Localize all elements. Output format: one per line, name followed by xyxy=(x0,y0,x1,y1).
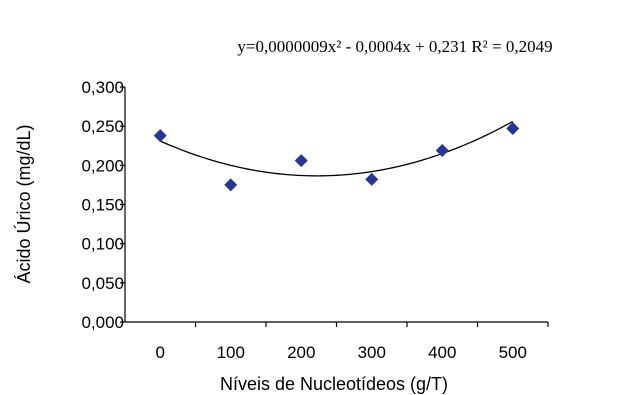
plot-area: 0,000 0,050 0,100 0,150 0,200 0,250 0,300 0 100… xyxy=(81,78,549,362)
data-point xyxy=(294,154,308,168)
x-axis-ticks: 0 100 200 300 400 500 xyxy=(156,322,549,362)
data-point xyxy=(506,122,520,136)
y-tick-label: 0,200 xyxy=(81,156,124,175)
y-tick-label: 0,100 xyxy=(81,235,124,254)
x-tick-label: 500 xyxy=(499,343,527,362)
x-tick-label: 200 xyxy=(287,343,315,362)
x-tick-label: 300 xyxy=(358,343,386,362)
data-points xyxy=(153,122,520,192)
y-tick-label: 0,150 xyxy=(81,196,124,215)
y-tick-label: 0,250 xyxy=(81,117,124,136)
x-tick-label: 0 xyxy=(156,343,165,362)
data-point xyxy=(365,172,379,186)
x-tick-label: 100 xyxy=(217,343,245,362)
data-point xyxy=(435,143,449,157)
x-tick-label: 400 xyxy=(428,343,456,362)
data-point xyxy=(153,129,167,143)
y-axis-ticks: 0,000 0,050 0,100 0,150 0,200 0,250 0,300 xyxy=(81,78,125,332)
trendline xyxy=(159,120,514,177)
y-tick-label: 0,000 xyxy=(81,313,124,332)
x-axis-title: Níveis de Nucleotídeos (g/T) xyxy=(220,374,448,394)
trendline-equation: y=0,0000009x² - 0,0004x + 0,231 R² = 0,2… xyxy=(237,37,552,56)
y-axis-title: Ácido Úrico (mg/dL) xyxy=(13,124,34,283)
data-point xyxy=(224,178,238,192)
y-tick-label: 0,300 xyxy=(81,78,124,97)
y-tick-label: 0,050 xyxy=(81,274,124,293)
